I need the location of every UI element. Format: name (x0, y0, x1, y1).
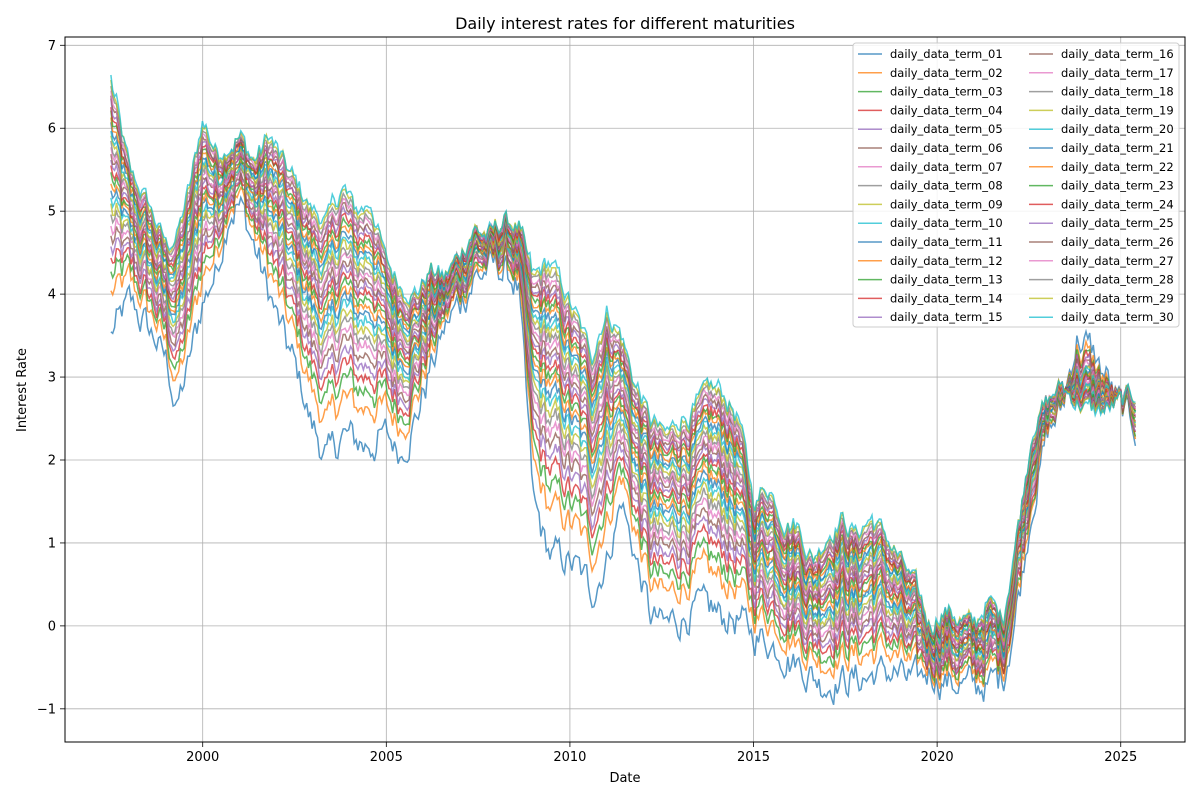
chart-title: Daily interest rates for different matur… (455, 14, 795, 33)
legend-label: daily_data_term_13 (890, 273, 1003, 287)
plot-frame (64, 36, 1186, 743)
series-line-daily_data_term_06 (110, 170, 1136, 674)
legend-label: daily_data_term_10 (890, 216, 1003, 230)
x-tick-label: 2005 (370, 750, 403, 765)
legend-label: daily_data_term_11 (890, 235, 1003, 249)
legend-label: daily_data_term_27 (1061, 254, 1174, 268)
x-axis-label: Date (609, 771, 640, 786)
x-tick-label: 2025 (1104, 750, 1137, 765)
legend-label: daily_data_term_12 (890, 254, 1003, 268)
y-tick-label: 2 (48, 454, 56, 469)
y-tick-label: 4 (48, 288, 56, 303)
series-line-daily_data_term_30 (110, 74, 1136, 636)
y-axis-label: Interest Rate (15, 348, 30, 432)
series-line-daily_data_term_20 (110, 130, 1137, 646)
legend-label: daily_data_term_19 (1061, 103, 1174, 117)
legend-box (852, 42, 1180, 328)
series-line-daily_data_term_08 (110, 166, 1137, 668)
series-line-daily_data_term_09 (110, 161, 1137, 664)
series-line-daily_data_term_03 (110, 178, 1137, 685)
legend-label: daily_data_term_03 (890, 85, 1003, 99)
legend-label: daily_data_term_08 (890, 179, 1003, 193)
legend-label: daily_data_term_26 (1061, 235, 1174, 249)
legend-label: daily_data_term_20 (1061, 122, 1174, 136)
legend-label: daily_data_term_24 (1061, 197, 1174, 211)
legend-label: daily_data_term_06 (890, 141, 1003, 155)
legend-label: daily_data_term_07 (890, 160, 1003, 174)
legend-label: daily_data_term_29 (1061, 291, 1174, 305)
y-tick-label: 6 (48, 122, 56, 137)
legend-label: daily_data_term_02 (890, 66, 1003, 80)
series-lines (110, 74, 1137, 706)
series-line-daily_data_term_07 (110, 165, 1137, 671)
legend-label: daily_data_term_21 (1061, 141, 1174, 155)
y-tick-label: 0 (48, 619, 56, 634)
y-axis-ticks: −1 0 1 2 3 4 5 6 7 (37, 39, 65, 717)
series-line-daily_data_term_17 (110, 147, 1136, 650)
y-tick-label: 3 (48, 371, 56, 386)
legend-label: daily_data_term_04 (890, 103, 1003, 117)
legend-label: daily_data_term_15 (890, 310, 1003, 324)
legend-label: daily_data_term_09 (890, 197, 1003, 211)
y-tick-label: 1 (48, 536, 56, 551)
x-tick-label: 2020 (921, 750, 954, 765)
legend-label: daily_data_term_05 (890, 122, 1003, 136)
legend-label: daily_data_term_23 (1061, 179, 1174, 193)
y-tick-label: −1 (37, 702, 56, 717)
legend-label: daily_data_term_17 (1061, 66, 1174, 80)
x-axis-ticks: 2000 2005 2010 2015 2020 2025 (186, 742, 1137, 765)
y-tick-label: 7 (48, 39, 56, 54)
legend-label: daily_data_term_16 (1061, 47, 1174, 61)
legend-label: daily_data_term_18 (1061, 85, 1174, 99)
series-line-daily_data_term_01 (110, 195, 1137, 706)
legend-label: daily_data_term_28 (1061, 273, 1174, 287)
series-line-daily_data_term_27 (110, 90, 1137, 637)
legend-label: daily_data_term_22 (1061, 160, 1174, 174)
legend-label: daily_data_term_14 (890, 291, 1003, 305)
legend-label: daily_data_term_30 (1061, 310, 1174, 324)
legend: daily_data_term_01daily_data_term_02dail… (852, 42, 1180, 328)
y-tick-label: 5 (48, 205, 56, 220)
series-line-daily_data_term_02 (110, 186, 1137, 689)
series-line-daily_data_term_22 (110, 117, 1136, 644)
x-tick-label: 2015 (737, 750, 770, 765)
x-tick-label: 2010 (553, 750, 586, 765)
series-line-daily_data_term_05 (110, 172, 1136, 677)
legend-label: daily_data_term_25 (1061, 216, 1174, 230)
series-line-daily_data_term_16 (110, 149, 1136, 651)
x-tick-label: 2000 (186, 750, 219, 765)
legend-label: daily_data_term_01 (890, 47, 1003, 61)
series-line-daily_data_term_12 (110, 158, 1137, 659)
